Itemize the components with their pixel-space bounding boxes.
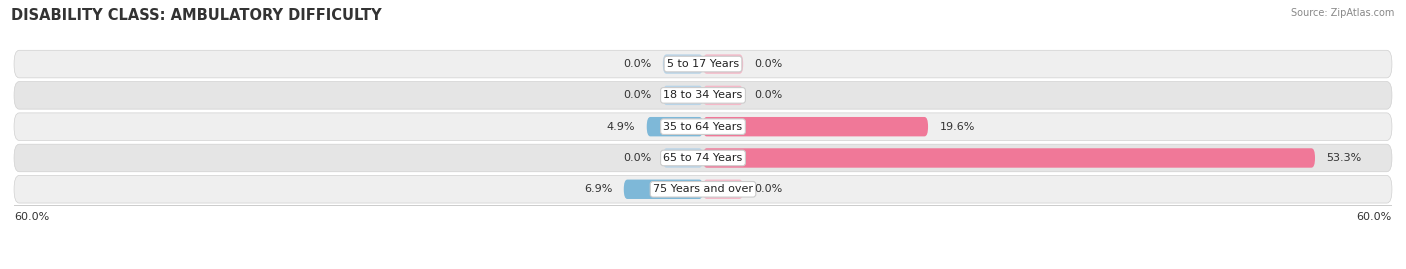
FancyBboxPatch shape [14, 113, 1392, 140]
Text: 6.9%: 6.9% [583, 184, 612, 194]
FancyBboxPatch shape [662, 54, 703, 74]
FancyBboxPatch shape [703, 117, 928, 136]
Text: 0.0%: 0.0% [623, 153, 651, 163]
Text: 75 Years and over: 75 Years and over [652, 184, 754, 194]
FancyBboxPatch shape [703, 180, 744, 199]
FancyBboxPatch shape [14, 144, 1392, 172]
FancyBboxPatch shape [624, 180, 703, 199]
Text: DISABILITY CLASS: AMBULATORY DIFFICULTY: DISABILITY CLASS: AMBULATORY DIFFICULTY [11, 8, 382, 23]
Text: 60.0%: 60.0% [1357, 212, 1392, 222]
FancyBboxPatch shape [14, 82, 1392, 109]
Text: 53.3%: 53.3% [1326, 153, 1362, 163]
Text: Source: ZipAtlas.com: Source: ZipAtlas.com [1291, 8, 1395, 18]
FancyBboxPatch shape [647, 117, 703, 136]
Text: 0.0%: 0.0% [755, 184, 783, 194]
FancyBboxPatch shape [703, 54, 744, 74]
Text: 65 to 74 Years: 65 to 74 Years [664, 153, 742, 163]
Text: 18 to 34 Years: 18 to 34 Years [664, 90, 742, 100]
FancyBboxPatch shape [703, 86, 744, 105]
Text: 0.0%: 0.0% [755, 59, 783, 69]
Text: 0.0%: 0.0% [623, 90, 651, 100]
Text: 0.0%: 0.0% [623, 59, 651, 69]
FancyBboxPatch shape [14, 50, 1392, 78]
Text: 60.0%: 60.0% [14, 212, 49, 222]
FancyBboxPatch shape [14, 175, 1392, 203]
Text: 4.9%: 4.9% [607, 122, 636, 132]
FancyBboxPatch shape [703, 148, 1315, 168]
Text: 5 to 17 Years: 5 to 17 Years [666, 59, 740, 69]
Text: 0.0%: 0.0% [755, 90, 783, 100]
Text: 19.6%: 19.6% [939, 122, 974, 132]
Text: 35 to 64 Years: 35 to 64 Years [664, 122, 742, 132]
FancyBboxPatch shape [662, 148, 703, 168]
FancyBboxPatch shape [662, 86, 703, 105]
